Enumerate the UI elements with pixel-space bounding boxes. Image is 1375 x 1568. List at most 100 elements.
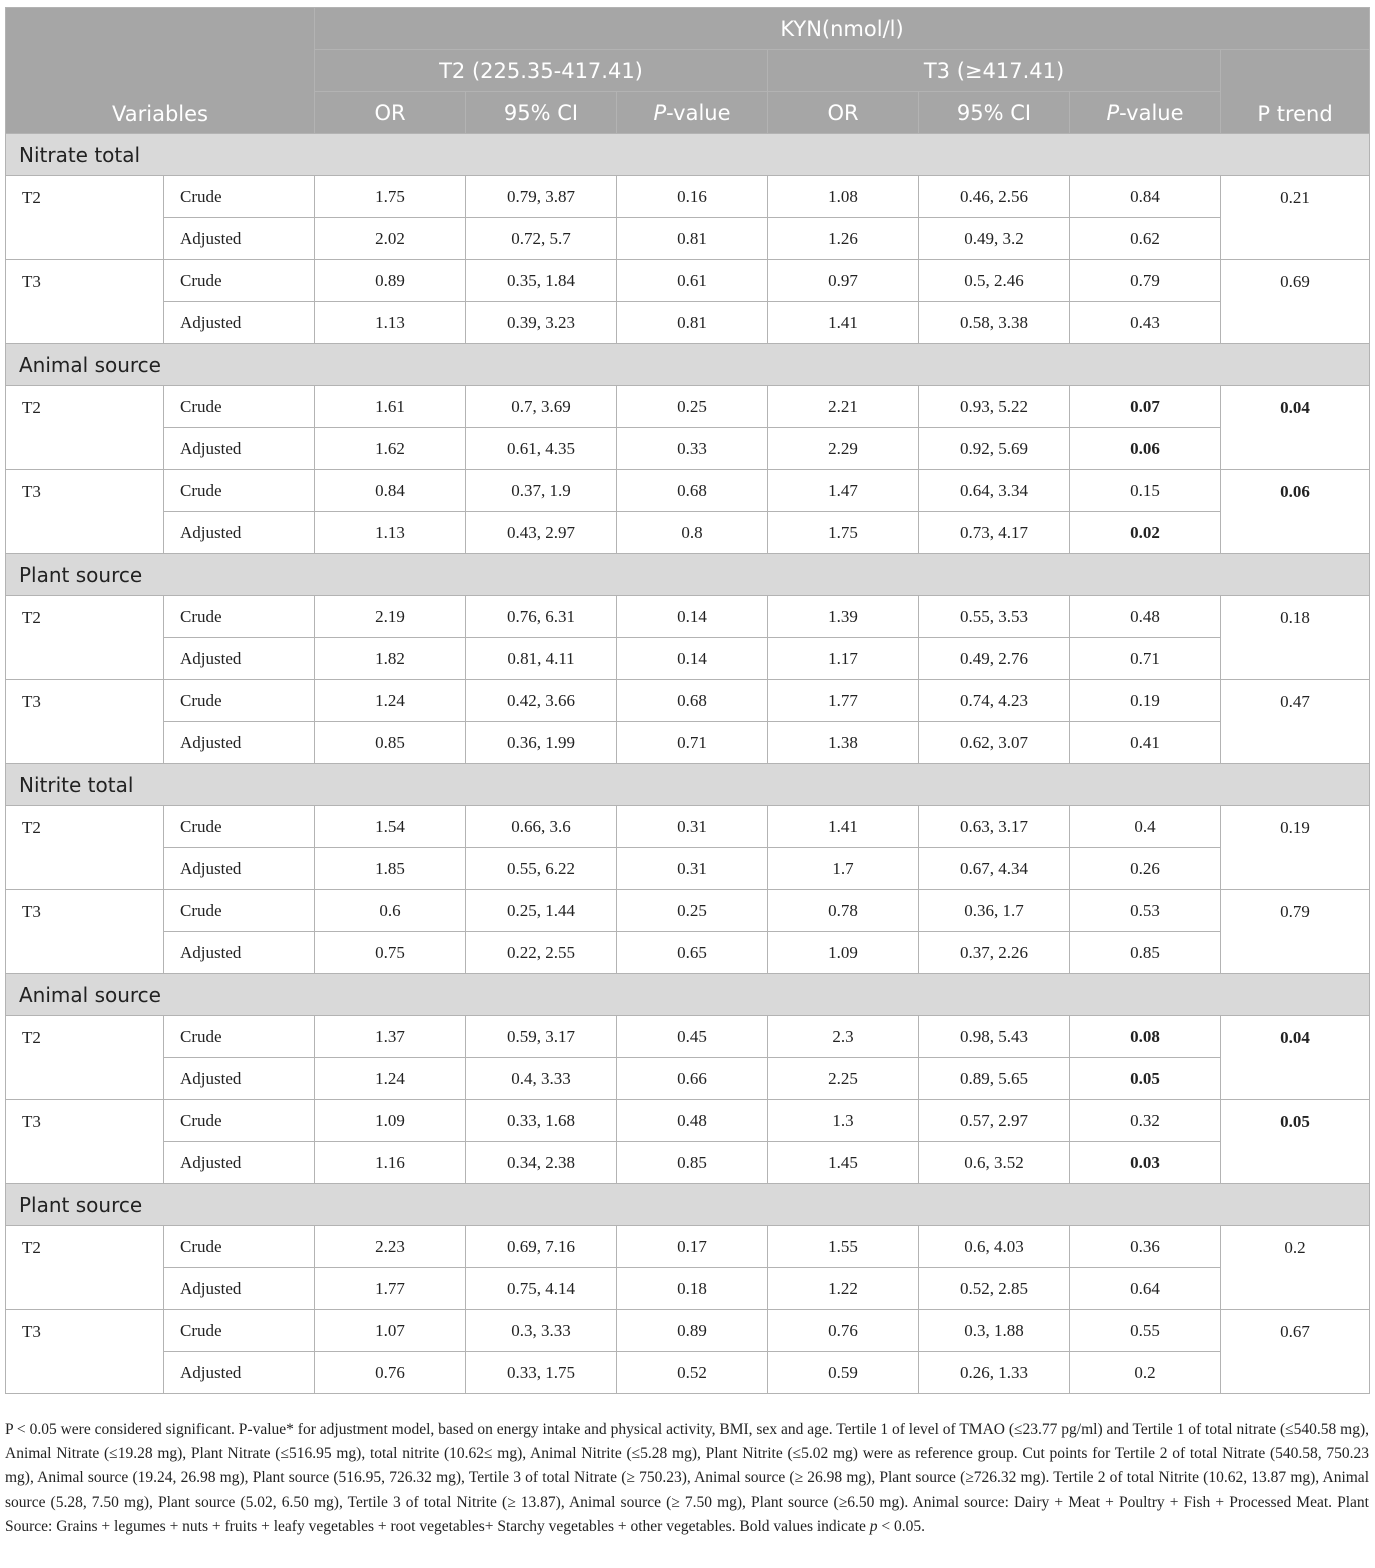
p-trend-cell: 0.19 <box>1219 805 1371 890</box>
p-trend-cell: 0.05 <box>1219 1099 1371 1184</box>
p-t2-cell: 0.16 <box>616 175 768 218</box>
or-t3-cell: 1.3 <box>767 1099 919 1142</box>
p-t3-cell: 0.79 <box>1069 259 1221 302</box>
table-row: Adjusted 0.76 0.33, 1.75 0.52 0.59 0.26, 1.33… <box>6 1351 1370 1394</box>
tertile-label: T2 <box>5 175 164 260</box>
tertile-label: T2 <box>5 805 164 890</box>
or-t2-cell: 0.84 <box>314 469 466 512</box>
p-t3-cell: 0.62 <box>1069 217 1221 260</box>
tertile-label: T3 <box>5 1309 164 1394</box>
table-row: T2 Crude 1.37 0.59, 3.17 0.45 2.3 0.98, 5.43 0.… <box>5 1015 1371 1100</box>
tertile-label: T3 <box>5 259 164 344</box>
or-t2-cell: 1.13 <box>314 301 466 344</box>
model-label: Adjusted <box>163 217 315 260</box>
model-label: Crude <box>163 1309 315 1352</box>
p-t2-cell: 0.61 <box>616 259 768 302</box>
or-t3-cell: 1.7 <box>767 847 919 890</box>
section-header-row: Plant source <box>4 1183 1371 1226</box>
table-row: T2 Crude 2.19 0.76, 6.31 0.14 1.39 0.55, 3.53 0… <box>5 595 1371 680</box>
model-label: Adjusted <box>163 637 315 680</box>
or-t2-cell: 1.75 <box>314 175 466 218</box>
p-t2-cell: 0.52 <box>616 1351 768 1394</box>
or-t3-cell: 1.41 <box>767 301 919 344</box>
ci-t3-cell: 0.64, 3.34 <box>918 469 1070 512</box>
model-label: Adjusted <box>163 1267 315 1310</box>
ci-t3-cell: 0.67, 4.34 <box>918 847 1070 890</box>
section-title: Plant source <box>4 1183 1371 1226</box>
p-trend-cell: 0.79 <box>1219 889 1371 974</box>
p-value-header: P-value <box>1069 91 1221 134</box>
p-t2-cell: 0.14 <box>616 637 768 680</box>
p-t2-cell: 0.48 <box>616 1099 768 1142</box>
p-trend-cell: 0.69 <box>1219 259 1371 344</box>
or-t3-cell: 1.38 <box>767 721 919 764</box>
tertile-label: T2 <box>5 595 164 680</box>
or-t2-cell: 1.09 <box>314 1099 466 1142</box>
p-t2-cell: 0.25 <box>616 385 768 428</box>
table-row: T3 Crude 0.84 0.37, 1.9 0.68 1.47 0.64, 3.34 0.… <box>5 469 1371 554</box>
table-header: Variables KYN(nmol/l) T2 (225.35-417.41)… <box>5 7 1371 134</box>
model-label: Crude <box>163 1099 315 1142</box>
model-label: Adjusted <box>163 931 315 974</box>
or-t2-cell: 1.54 <box>314 805 466 848</box>
or-t3-cell: 1.77 <box>767 679 919 722</box>
ci-t2-cell: 0.25, 1.44 <box>465 889 617 932</box>
model-label: Adjusted <box>163 721 315 764</box>
model-label: Adjusted <box>163 1057 315 1100</box>
p-trend-cell: 0.47 <box>1219 679 1371 764</box>
tertile-label: T3 <box>5 1099 164 1184</box>
model-label: Crude <box>163 1225 315 1268</box>
p-t3-cell: 0.05 <box>1069 1057 1221 1100</box>
p-t3-cell: 0.08 <box>1069 1015 1221 1058</box>
section-header-row: Animal source <box>4 343 1371 386</box>
table-row: T3 Crude 1.09 0.33, 1.68 0.48 1.3 0.57, 2.97 0.… <box>5 1099 1371 1184</box>
ci-t2-cell: 0.81, 4.11 <box>465 637 617 680</box>
p-t3-cell: 0.64 <box>1069 1267 1221 1310</box>
model-label: Adjusted <box>163 511 315 554</box>
or-t2-cell: 1.85 <box>314 847 466 890</box>
ci-t2-cell: 0.61, 4.35 <box>465 427 617 470</box>
table-row: Adjusted 1.62 0.61, 4.35 0.33 2.29 0.92, 5.69… <box>6 427 1370 470</box>
ci-t3-cell: 0.3, 1.88 <box>918 1309 1070 1352</box>
p-trend-cell: 0.04 <box>1219 1015 1371 1100</box>
ci-t3-cell: 0.6, 4.03 <box>918 1225 1070 1268</box>
ci-t2-cell: 0.34, 2.38 <box>465 1141 617 1184</box>
table-row: Adjusted 1.13 0.43, 2.97 0.8 1.75 0.73, 4.17 0… <box>6 511 1370 554</box>
p-t2-cell: 0.71 <box>616 721 768 764</box>
ci-t2-cell: 0.33, 1.68 <box>465 1099 617 1142</box>
table-row: T3 Crude 0.89 0.35, 1.84 0.61 0.97 0.5, 2.46 0.… <box>5 259 1371 344</box>
or-t2-cell: 1.77 <box>314 1267 466 1310</box>
p-trend-cell: 0.18 <box>1219 595 1371 680</box>
or-t2-cell: 0.76 <box>314 1351 466 1394</box>
or-t2-cell: 2.23 <box>314 1225 466 1268</box>
ci-t2-cell: 0.37, 1.9 <box>465 469 617 512</box>
p-t2-cell: 0.33 <box>616 427 768 470</box>
ci-t2-cell: 0.79, 3.87 <box>465 175 617 218</box>
p-t3-cell: 0.71 <box>1069 637 1221 680</box>
results-table: Variables KYN(nmol/l) T2 (225.35-417.41)… <box>4 7 1371 1394</box>
or-t2-cell: 0.85 <box>314 721 466 764</box>
section-header-row: Nitrate total <box>4 133 1371 176</box>
ci-t2-cell: 0.66, 3.6 <box>465 805 617 848</box>
ci-t2-cell: 0.36, 1.99 <box>465 721 617 764</box>
or-t3-cell: 1.75 <box>767 511 919 554</box>
table-row: Adjusted 2.02 0.72, 5.7 0.81 1.26 0.49, 3.2 0.… <box>6 217 1370 260</box>
or-t3-cell: 2.29 <box>767 427 919 470</box>
ci-t3-cell: 0.89, 5.65 <box>918 1057 1070 1100</box>
ci-header: 95% CI <box>918 91 1070 134</box>
tertile-label: T3 <box>5 889 164 974</box>
ci-t2-cell: 0.7, 3.69 <box>465 385 617 428</box>
p-t3-cell: 0.07 <box>1069 385 1221 428</box>
p-t3-cell: 0.43 <box>1069 301 1221 344</box>
ci-t3-cell: 0.6, 3.52 <box>918 1141 1070 1184</box>
ci-t2-cell: 0.22, 2.55 <box>465 931 617 974</box>
p-t3-cell: 0.03 <box>1069 1141 1221 1184</box>
or-t2-cell: 1.61 <box>314 385 466 428</box>
p-t2-cell: 0.89 <box>616 1309 768 1352</box>
p-t3-cell: 0.84 <box>1069 175 1221 218</box>
ci-t2-cell: 0.75, 4.14 <box>465 1267 617 1310</box>
model-label: Crude <box>163 679 315 722</box>
tertile-label: T3 <box>5 679 164 764</box>
ci-t2-cell: 0.72, 5.7 <box>465 217 617 260</box>
or-t3-cell: 1.55 <box>767 1225 919 1268</box>
